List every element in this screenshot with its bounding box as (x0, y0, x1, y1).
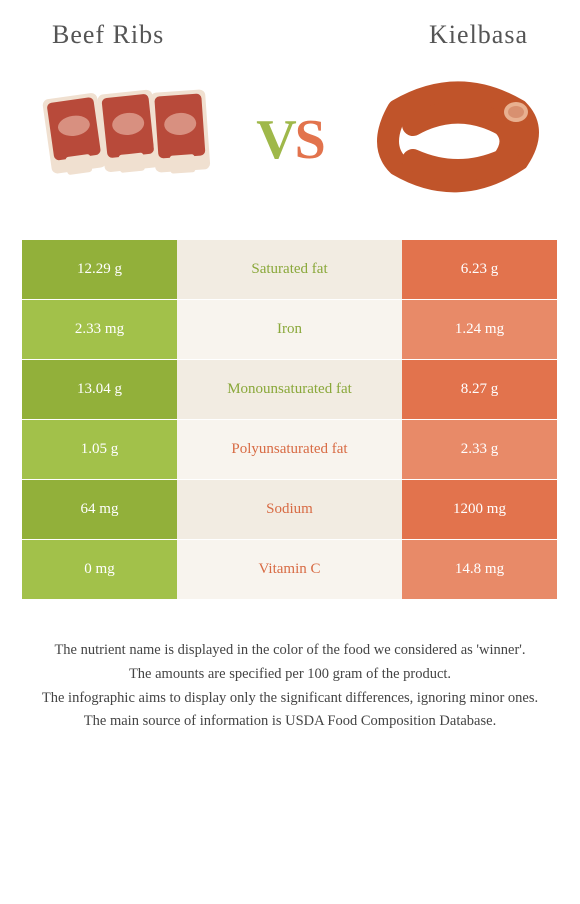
right-value: 8.27 g (402, 360, 557, 419)
footer-line-1: The nutrient name is displayed in the co… (22, 640, 558, 662)
beef-ribs-image (32, 70, 212, 210)
footer-line-3: The infographic aims to display only the… (22, 688, 558, 710)
right-value: 1200 mg (402, 480, 557, 539)
kielbasa-image (368, 70, 548, 210)
vs-s: S (295, 109, 324, 171)
left-value: 64 mg (22, 480, 177, 539)
right-value: 14.8 mg (402, 540, 557, 599)
nutrient-label: Polyunsaturated fat (177, 420, 402, 479)
nutrient-label: Vitamin C (177, 540, 402, 599)
images-row: VS (12, 70, 568, 240)
left-value: 13.04 g (22, 360, 177, 419)
vs-label: VS (256, 108, 324, 172)
header-row: Beef Ribs Kielbasa (12, 20, 568, 70)
footer-notes: The nutrient name is displayed in the co… (12, 600, 568, 733)
food-title-left: Beef Ribs (52, 20, 164, 50)
table-row: 13.04 gMonounsaturated fat8.27 g (22, 360, 558, 420)
vs-v: V (256, 109, 294, 171)
right-value: 1.24 mg (402, 300, 557, 359)
nutrient-label: Sodium (177, 480, 402, 539)
table-row: 0 mgVitamin C14.8 mg (22, 540, 558, 600)
left-value: 12.29 g (22, 240, 177, 299)
footer-line-2: The amounts are specified per 100 gram o… (22, 664, 558, 686)
table-row: 2.33 mgIron1.24 mg (22, 300, 558, 360)
table-row: 64 mgSodium1200 mg (22, 480, 558, 540)
nutrient-table: 12.29 gSaturated fat6.23 g2.33 mgIron1.2… (22, 240, 558, 600)
infographic-container: Beef Ribs Kielbasa (0, 0, 580, 755)
left-value: 0 mg (22, 540, 177, 599)
right-value: 6.23 g (402, 240, 557, 299)
left-value: 2.33 mg (22, 300, 177, 359)
left-value: 1.05 g (22, 420, 177, 479)
table-row: 1.05 gPolyunsaturated fat2.33 g (22, 420, 558, 480)
nutrient-label: Monounsaturated fat (177, 360, 402, 419)
table-row: 12.29 gSaturated fat6.23 g (22, 240, 558, 300)
right-value: 2.33 g (402, 420, 557, 479)
nutrient-label: Saturated fat (177, 240, 402, 299)
nutrient-label: Iron (177, 300, 402, 359)
footer-line-4: The main source of information is USDA F… (22, 711, 558, 733)
food-title-right: Kielbasa (429, 20, 528, 50)
